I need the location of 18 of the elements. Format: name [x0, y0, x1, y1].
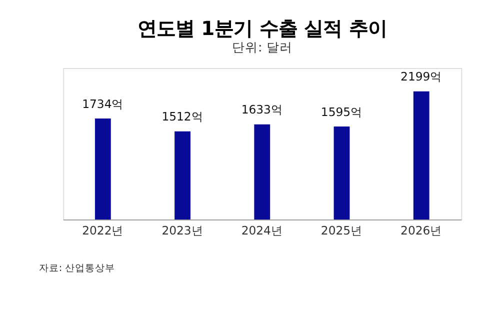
chart-title: 연도별 1분기 수출 실적 추이 — [137, 16, 387, 40]
bar — [254, 124, 270, 220]
x-tick-label: 2023년 — [162, 224, 204, 238]
chart-subtitle: 단위: 달러 — [232, 39, 292, 54]
x-tick-label: 2024년 — [241, 224, 283, 238]
x-tick-label: 2025년 — [320, 224, 363, 238]
data-label: 2199억 — [400, 70, 442, 84]
data-label: 1734억 — [82, 96, 124, 111]
bar — [94, 118, 111, 220]
data-label: 1512억 — [162, 110, 204, 124]
data-label: 1595억 — [320, 104, 363, 119]
bar — [174, 131, 190, 220]
data-label: 1633억 — [241, 102, 283, 117]
bar — [413, 91, 430, 220]
x-tick-label: 2026년 — [400, 224, 442, 238]
x-tick-label: 2022년 — [82, 224, 124, 238]
bar — [334, 126, 350, 220]
text: 자료: 산업통상부 — [38, 262, 116, 274]
